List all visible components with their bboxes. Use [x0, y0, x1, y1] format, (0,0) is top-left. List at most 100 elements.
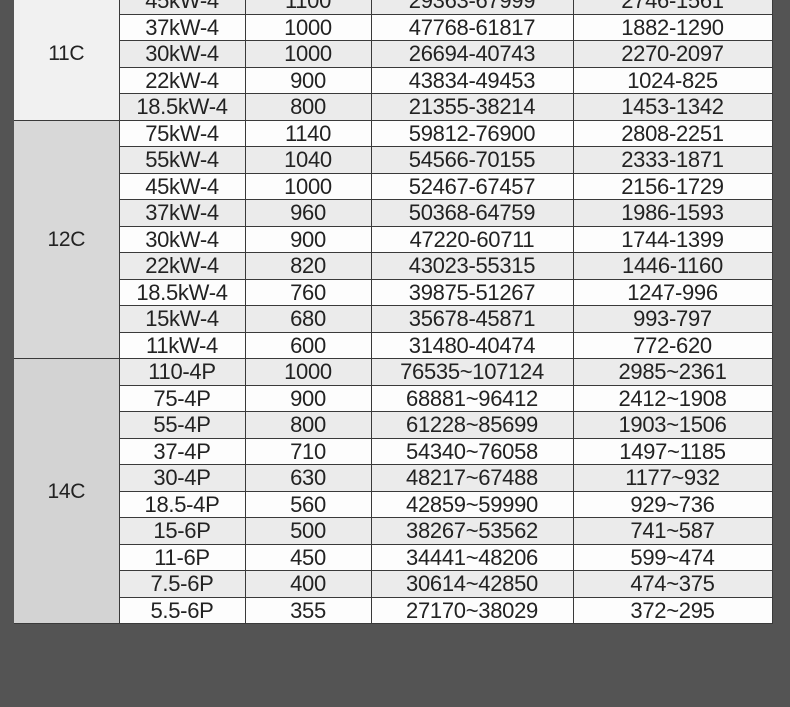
table-row: 37-4P 710 54340~76058 1497~1185 [14, 437, 773, 465]
motor-power-cell: 11kW-4 [118, 331, 246, 359]
motor-power-cell: 55-4P [118, 411, 246, 439]
speed-cell: 500 [244, 517, 372, 545]
airflow-cell: 43834-49453 [370, 66, 574, 94]
airflow-cell: 47768-61817 [370, 13, 574, 41]
airflow-cell: 30614~42850 [370, 570, 574, 598]
motor-power-cell: 75kW-4 [118, 119, 246, 147]
speed-cell: 820 [244, 252, 372, 280]
airflow-cell: 42859~59990 [370, 490, 574, 518]
airflow-cell: 26694-40743 [370, 40, 574, 68]
airflow-cell: 43023-55315 [370, 252, 574, 280]
pressure-cell: 2808-2251 [572, 119, 773, 147]
motor-power-cell: 37-4P [118, 437, 246, 465]
pressure-cell: 741~587 [572, 517, 773, 545]
speed-cell: 630 [244, 464, 372, 492]
airflow-cell: 38267~53562 [370, 517, 574, 545]
speed-cell: 900 [244, 66, 372, 94]
model-group-cell: 14C [14, 358, 120, 624]
table-row: 22kW-4 820 43023-55315 1446-1160 [14, 252, 773, 280]
pressure-cell: 1024-825 [572, 66, 773, 94]
motor-power-cell: 45kW-4 [118, 172, 246, 200]
table-row: 18.5-4P 560 42859~59990 929~736 [14, 490, 773, 518]
motor-power-cell: 5.5-6P [118, 596, 246, 624]
pressure-cell: 993-797 [572, 305, 773, 333]
airflow-cell: 61228~85699 [370, 411, 574, 439]
table-row: 30kW-4 900 47220-60711 1744-1399 [14, 225, 773, 253]
table-row: 5.5-6P 355 27170~38029 372~295 [14, 596, 773, 624]
table-row: 55kW-4 1040 54566-70155 2333-1871 [14, 146, 773, 174]
airflow-cell: 35678-45871 [370, 305, 574, 333]
fan-spec-table: 11C 45kW-4 1100 29363-67999 2746-1561 37kW-4 1… [14, 0, 773, 624]
motor-power-cell: 18.5kW-4 [118, 278, 246, 306]
speed-cell: 1000 [244, 172, 372, 200]
airflow-cell: 59812-76900 [370, 119, 574, 147]
motor-power-cell: 30-4P [118, 464, 246, 492]
speed-cell: 560 [244, 490, 372, 518]
pressure-cell: 2412~1908 [572, 384, 773, 412]
speed-cell: 600 [244, 331, 372, 359]
speed-cell: 800 [244, 93, 372, 121]
motor-power-cell: 37kW-4 [118, 13, 246, 41]
table-row: 30-4P 630 48217~67488 1177~932 [14, 464, 773, 492]
table-row: 22kW-4 900 43834-49453 1024-825 [14, 66, 773, 94]
speed-cell: 960 [244, 199, 372, 227]
speed-cell: 900 [244, 225, 372, 253]
pressure-cell: 2156-1729 [572, 172, 773, 200]
motor-power-cell: 22kW-4 [118, 252, 246, 280]
spec-table-viewport: 11C 45kW-4 1100 29363-67999 2746-1561 37kW-4 1… [14, 0, 773, 624]
table-row: 11kW-4 600 31480-40474 772-620 [14, 331, 773, 359]
airflow-cell: 27170~38029 [370, 596, 574, 624]
pressure-cell: 2270-2097 [572, 40, 773, 68]
airflow-cell: 50368-64759 [370, 199, 574, 227]
motor-power-cell: 30kW-4 [118, 225, 246, 253]
table-row: 45kW-4 1000 52467-67457 2156-1729 [14, 172, 773, 200]
airflow-cell: 47220-60711 [370, 225, 574, 253]
motor-power-cell: 15kW-4 [118, 305, 246, 333]
pressure-cell: 1903~1506 [572, 411, 773, 439]
speed-cell: 760 [244, 278, 372, 306]
motor-power-cell: 18.5kW-4 [118, 93, 246, 121]
table-row: 75-4P 900 68881~96412 2412~1908 [14, 384, 773, 412]
pressure-cell: 1497~1185 [572, 437, 773, 465]
motor-power-cell: 22kW-4 [118, 66, 246, 94]
motor-power-cell: 110-4P [118, 358, 246, 386]
pressure-cell: 929~736 [572, 490, 773, 518]
pressure-cell: 1177~932 [572, 464, 773, 492]
speed-cell: 1000 [244, 13, 372, 41]
model-group-cell: 11C [14, 0, 120, 121]
pressure-cell: 2333-1871 [572, 146, 773, 174]
motor-power-cell: 55kW-4 [118, 146, 246, 174]
motor-power-cell: 37kW-4 [118, 199, 246, 227]
speed-cell: 1100 [244, 0, 372, 15]
airflow-cell: 31480-40474 [370, 331, 574, 359]
pressure-cell: 1882-1290 [572, 13, 773, 41]
pressure-cell: 772-620 [572, 331, 773, 359]
pressure-cell: 1744-1399 [572, 225, 773, 253]
airflow-cell: 68881~96412 [370, 384, 574, 412]
speed-cell: 1040 [244, 146, 372, 174]
pressure-cell: 599~474 [572, 543, 773, 571]
table-row: 14C 110-4P 1000 76535~107124 2985~2361 [14, 358, 773, 624]
table-row: 7.5-6P 400 30614~42850 474~375 [14, 570, 773, 598]
speed-cell: 450 [244, 543, 372, 571]
motor-power-cell: 30kW-4 [118, 40, 246, 68]
speed-cell: 1140 [244, 119, 372, 147]
airflow-cell: 54566-70155 [370, 146, 574, 174]
motor-power-cell: 15-6P [118, 517, 246, 545]
table-row: 11-6P 450 34441~48206 599~474 [14, 543, 773, 571]
speed-cell: 900 [244, 384, 372, 412]
table-row: 18.5kW-4 800 21355-38214 1453-1342 [14, 93, 773, 121]
table-row: 30kW-4 1000 26694-40743 2270-2097 [14, 40, 773, 68]
pressure-cell: 2746-1561 [572, 0, 773, 15]
speed-cell: 680 [244, 305, 372, 333]
speed-cell: 1000 [244, 358, 372, 386]
table-row: 15kW-4 680 35678-45871 993-797 [14, 305, 773, 333]
table-row: 55-4P 800 61228~85699 1903~1506 [14, 411, 773, 439]
model-group-cell: 12C [14, 119, 120, 359]
pressure-cell: 1446-1160 [572, 252, 773, 280]
speed-cell: 355 [244, 596, 372, 624]
pressure-cell: 1247-996 [572, 278, 773, 306]
table-row: 11C 45kW-4 1100 29363-67999 2746-1561 [14, 0, 773, 121]
motor-power-cell: 11-6P [118, 543, 246, 571]
airflow-cell: 21355-38214 [370, 93, 574, 121]
